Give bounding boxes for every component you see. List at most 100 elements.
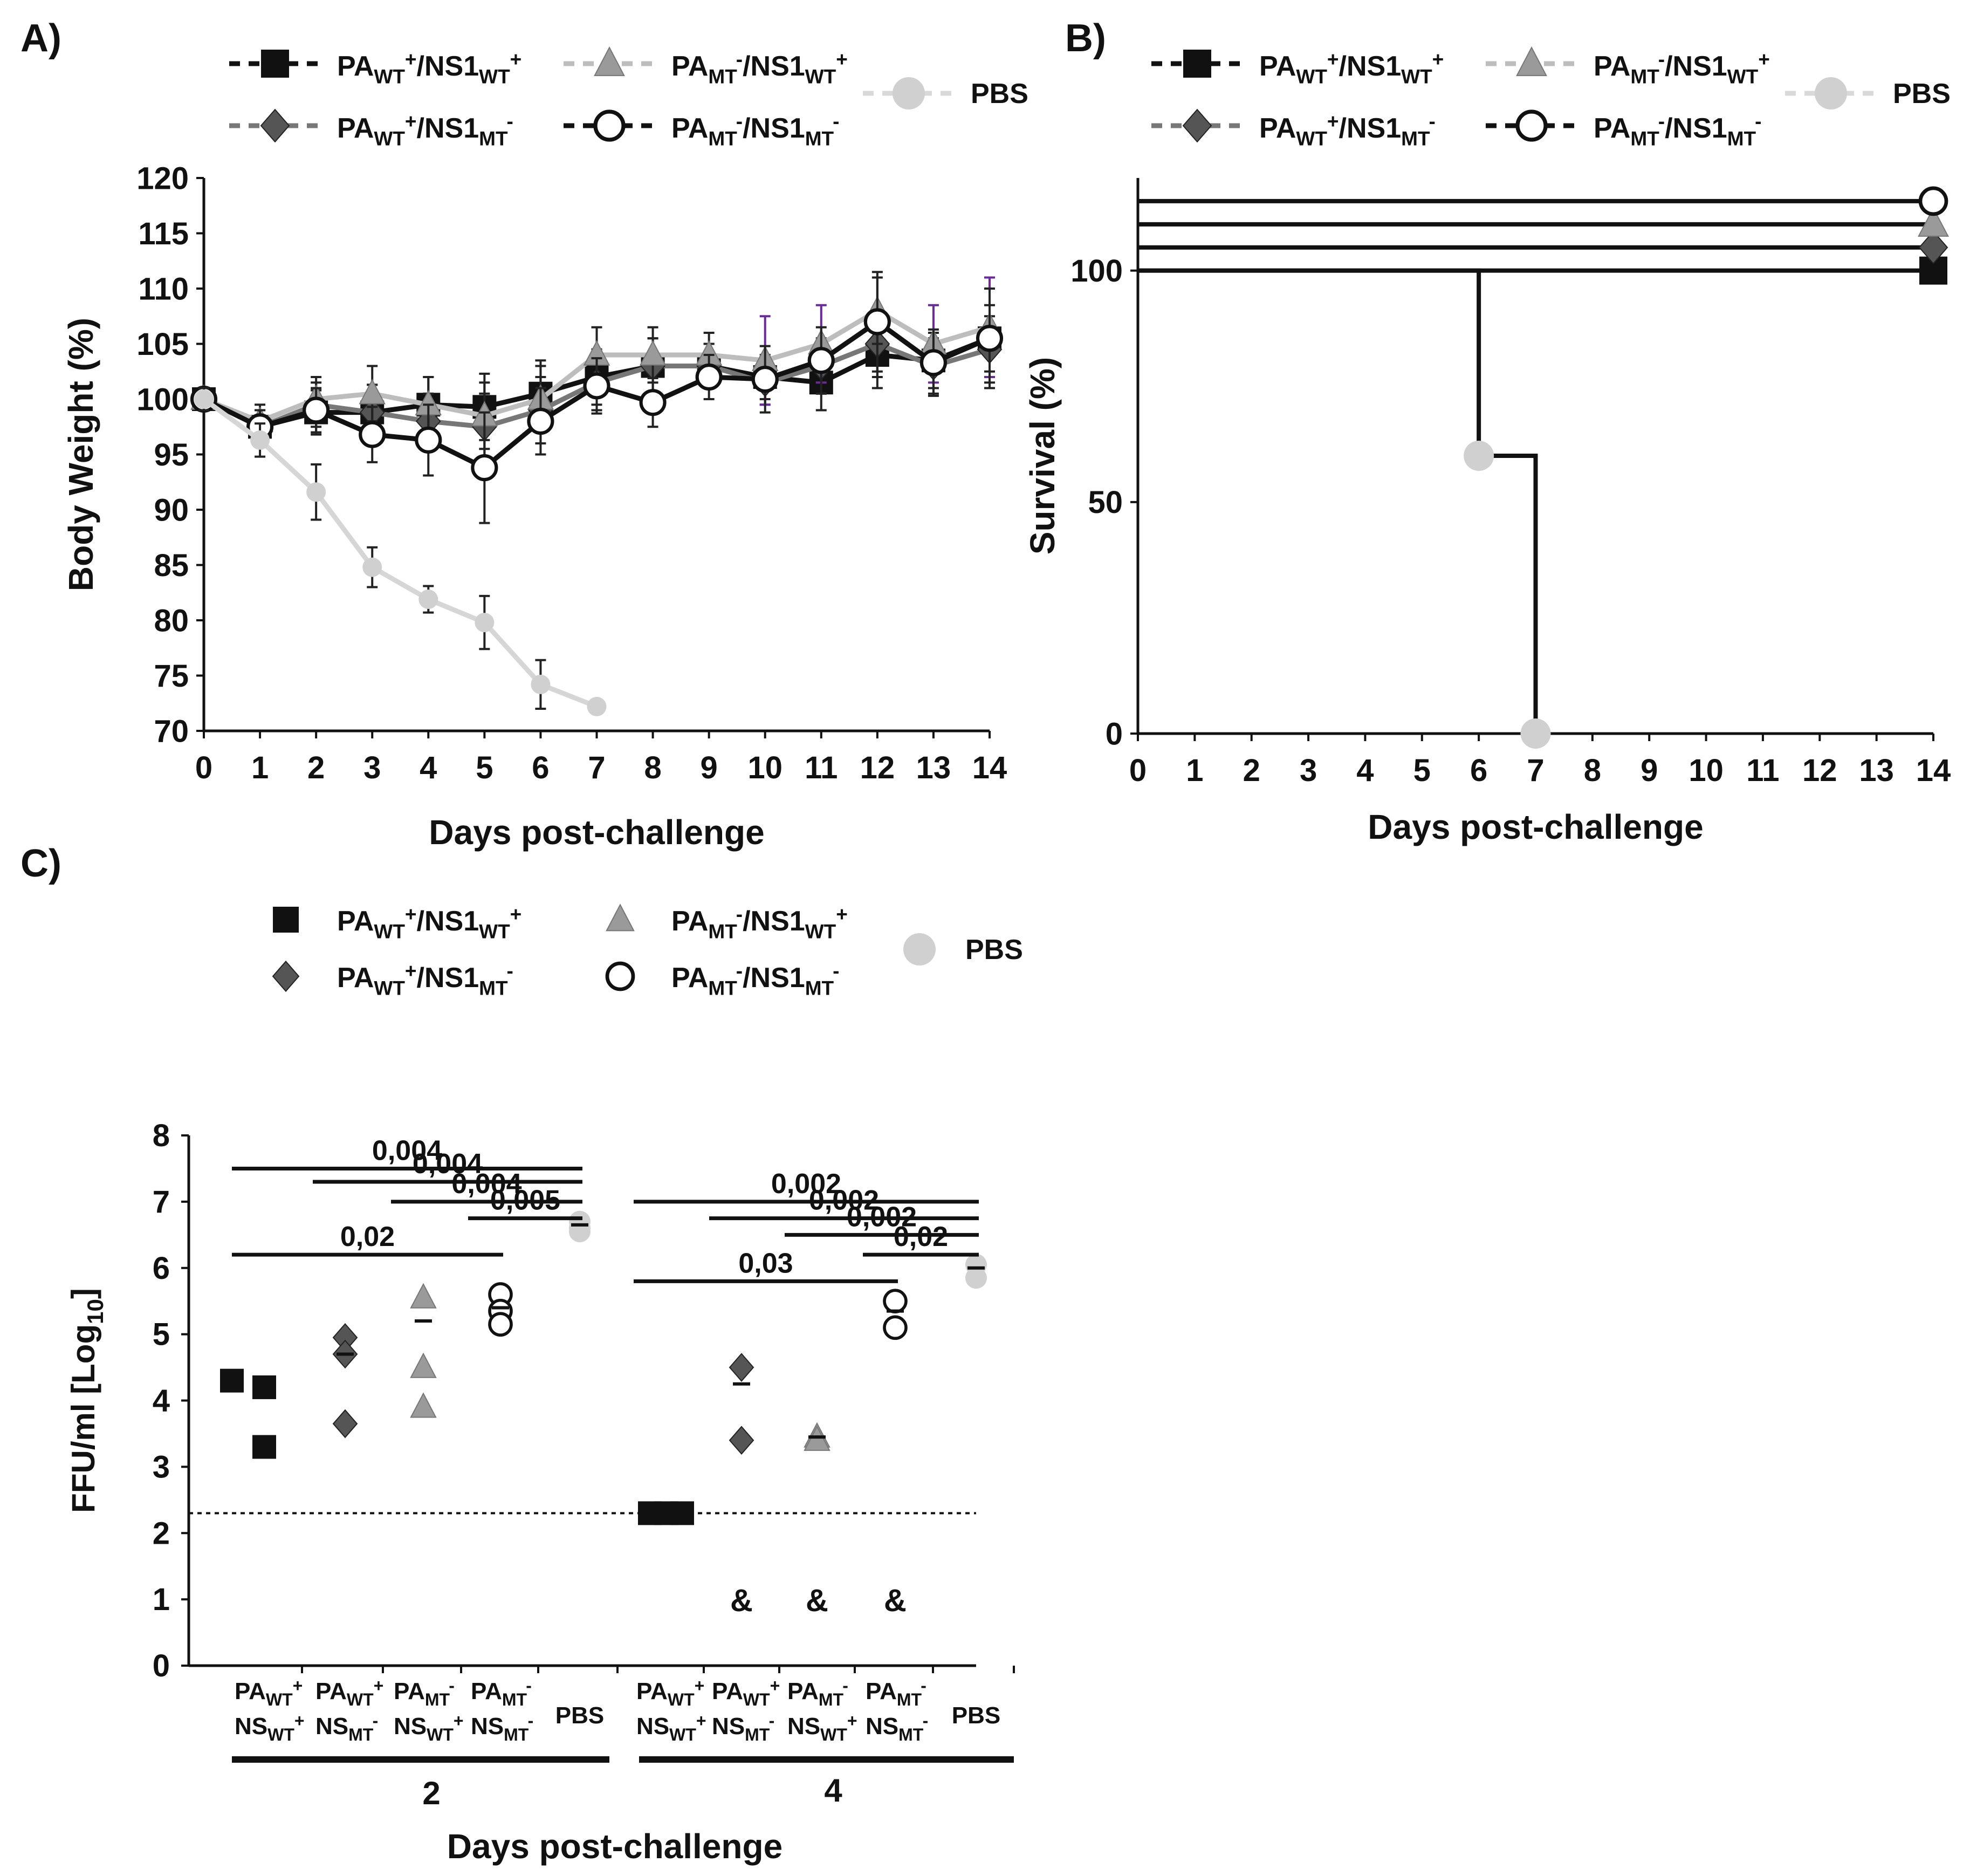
panel-c-group-label: PAMT-	[471, 1676, 532, 1709]
panel-a-point-circle	[863, 308, 891, 336]
panel-c-p-value: 0,02	[340, 1221, 395, 1252]
panel-c-point-circle	[883, 1315, 908, 1340]
panel-a-x-tick-label: 14	[972, 750, 1007, 785]
panel-a-y-tick-label: 110	[138, 271, 189, 306]
panel-b-y-tick-label: 50	[1088, 485, 1123, 520]
panel-c-ampersand: &	[884, 1583, 907, 1618]
panel-c-group-label: PAWT+	[235, 1676, 303, 1709]
panel-c-group-label: PBS	[555, 1702, 604, 1729]
panel-b-x-tick-label: 1	[1186, 753, 1203, 788]
panel-a-x-tick-label: 10	[747, 750, 783, 785]
panel-a-legend-label: PAWT+/NS1WT+	[337, 48, 521, 87]
panel-a-x-tick-label: 13	[916, 750, 951, 785]
panel-c-p-value: 0,02	[894, 1221, 948, 1252]
panel-a-body-weight-chart: A) PAWT+/NS1WT+ PAMT-/NS1WT+ PAWT+/NS1MT- PA…	[20, 17, 1028, 852]
panel-a-point-dot	[587, 696, 607, 716]
panel-a-y-axis-title: Body Weight (%)	[61, 318, 100, 591]
panel-c-point-diamond	[332, 1409, 358, 1439]
panel-c-group-label: PAMT-	[787, 1676, 848, 1709]
panel-c-legend-square-marker	[273, 907, 299, 933]
panel-a-y-tick-label: 115	[138, 216, 189, 251]
panel-a-x-tick-label: 3	[363, 750, 381, 785]
panel-b-letter: B)	[1065, 17, 1106, 60]
panel-a-point-dot	[475, 613, 495, 633]
panel-c-p-value: 0,002	[771, 1168, 841, 1200]
panel-a-point-dot	[250, 430, 270, 450]
panel-c-y-tick-label: 8	[153, 1118, 170, 1153]
panel-c-point-triangle	[410, 1283, 437, 1309]
panel-c-point-circle	[883, 1289, 908, 1313]
panel-c-point-diamond	[729, 1353, 754, 1382]
panel-a-series-line	[202, 397, 598, 709]
panel-a-point-circle	[807, 347, 835, 374]
panel-c-point-triangle	[410, 1392, 437, 1418]
panel-b-x-tick-label: 10	[1689, 753, 1724, 788]
panel-b-point-diamond	[1918, 230, 1948, 265]
panel-a-legend-label: PAMT-/NS1WT+	[671, 48, 848, 87]
panel-a-y-tick-label: 80	[154, 603, 189, 638]
panel-a-point-circle	[303, 396, 330, 424]
panel-a-x-tick-label: 0	[195, 750, 212, 785]
panel-c-legend-triangle-marker	[606, 903, 635, 932]
panel-c-viral-titer-chart: C) PAWT+/NS1WT+ PAMT-/NS1WT+ PAWT+/NS1MT- PA…	[20, 842, 1023, 1866]
panel-a-point-dot	[418, 590, 438, 610]
panel-a-point-circle	[639, 389, 667, 416]
panel-a-legend-square-marker	[261, 50, 289, 78]
panel-a-legend-circle-marker	[593, 109, 626, 142]
panel-c-y-tick-label: 1	[153, 1582, 170, 1617]
panel-b-x-tick-label: 13	[1859, 753, 1894, 788]
panel-c-day-label: 2	[422, 1775, 440, 1811]
panel-b-point-dot	[1464, 441, 1494, 471]
panel-b-y-tick-label: 0	[1106, 716, 1123, 751]
panel-b-x-tick-label: 7	[1527, 753, 1544, 788]
panel-a-point-circle	[471, 454, 498, 482]
panel-a-y-tick-label: 120	[136, 161, 189, 196]
panel-c-p-value: 0,002	[847, 1201, 917, 1233]
panel-c-day-label: 4	[824, 1772, 842, 1809]
panel-c-group-label: NSWT+	[787, 1711, 857, 1744]
panel-b-x-axis-title: Days post-challenge	[1368, 807, 1703, 846]
panel-b-point-triangle	[1918, 207, 1949, 237]
panel-b-survival-line	[1138, 268, 1538, 734]
panel-a-x-tick-label: 8	[644, 750, 661, 785]
panel-c-point-triangle	[410, 1352, 437, 1378]
panel-c-legend-diamond-marker	[272, 960, 300, 992]
panel-b-x-tick-label: 6	[1470, 753, 1487, 788]
panel-a-legend-triangle-marker	[594, 46, 625, 77]
panel-b-legend-pbs-label: PBS	[1893, 78, 1951, 109]
panel-c-y-tick-label: 4	[153, 1384, 170, 1419]
panel-a-x-tick-label: 6	[532, 750, 549, 785]
panel-a-letter: A)	[20, 17, 61, 60]
panel-c-point-circle	[488, 1312, 513, 1337]
panel-c-p-value: 0,002	[809, 1185, 879, 1216]
panel-a-point-circle	[976, 325, 1004, 352]
panel-a-y-tick-label: 85	[154, 548, 189, 583]
panel-b-x-tick-label: 0	[1129, 753, 1147, 788]
panel-c-p-value: 0,03	[738, 1248, 793, 1279]
panel-c-group-label: PBS	[952, 1702, 1000, 1729]
panel-c-legend-label: PAWT+/NS1WT+	[337, 903, 521, 942]
panel-b-x-tick-label: 11	[1746, 753, 1779, 788]
panel-a-legend-pbs-label: PBS	[971, 78, 1028, 109]
panel-b-x-tick-label: 14	[1916, 753, 1951, 788]
panel-a-point-circle	[583, 372, 610, 400]
panel-c-point-diamond	[729, 1426, 754, 1455]
panel-a-x-tick-label: 5	[476, 750, 493, 785]
panel-c-y-tick-label: 3	[153, 1449, 170, 1484]
panel-a-point-dot	[531, 674, 551, 694]
panel-a-x-tick-label: 9	[701, 750, 718, 785]
panel-c-group-label: PAWT+	[315, 1676, 383, 1709]
panel-c-y-axis-title: FFU/ml [Log10]	[65, 1288, 108, 1513]
panel-a-point-circle	[751, 366, 779, 393]
panel-b-x-tick-label: 12	[1802, 753, 1837, 788]
panel-c-legend-pbs-label: PBS	[965, 934, 1023, 966]
panel-b-point-dot	[1520, 718, 1551, 749]
panel-c-point-dot	[965, 1267, 987, 1289]
panel-c-y-tick-label: 6	[153, 1251, 170, 1286]
panel-a-x-tick-label: 11	[805, 750, 838, 785]
panel-a-point-circle	[695, 363, 723, 391]
panel-b-legend-label: PAMT-/NS1WT+	[1594, 48, 1770, 87]
panel-b-x-tick-label: 8	[1584, 753, 1601, 788]
panel-a-y-tick-label: 100	[136, 382, 189, 417]
